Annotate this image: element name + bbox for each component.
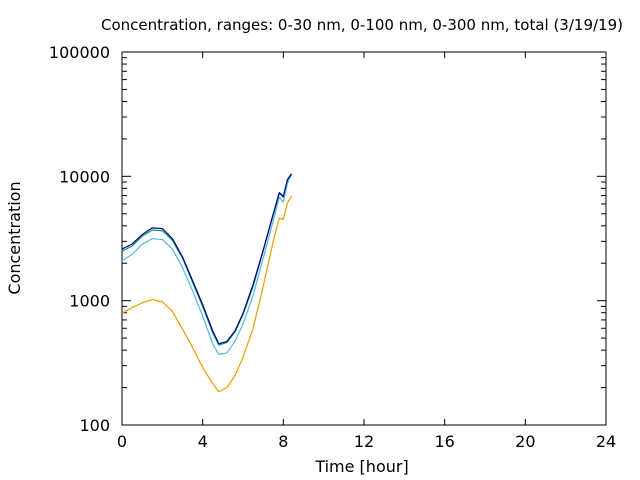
y-tick-label: 100000 bbox=[49, 43, 110, 62]
y-axis-label: Concentration bbox=[5, 181, 24, 294]
x-tick-label: 0 bbox=[117, 432, 127, 451]
x-tick-label: 12 bbox=[354, 432, 374, 451]
plot-frame bbox=[121, 51, 607, 426]
x-tick-label: 24 bbox=[596, 432, 616, 451]
y-tick-label: 10000 bbox=[59, 167, 110, 186]
y-axis: 100 1000 10000 100000 bbox=[49, 43, 606, 435]
series-line-2 bbox=[121, 174, 292, 355]
x-axis: 0 4 8 12 16 20 24 bbox=[117, 52, 616, 451]
series-line-3 bbox=[121, 173, 292, 346]
y-tick-label: 1000 bbox=[69, 292, 110, 311]
series-line-1 bbox=[121, 196, 292, 393]
y-tick-label: 100 bbox=[79, 416, 110, 435]
x-axis-label: Time [hour] bbox=[314, 457, 408, 476]
x-tick-label: 20 bbox=[515, 432, 535, 451]
series-line-4 bbox=[121, 173, 292, 345]
x-tick-label: 8 bbox=[278, 432, 288, 451]
series-layer bbox=[121, 173, 292, 393]
chart-title: Concentration, ranges: 0-30 nm, 0-100 nm… bbox=[101, 16, 623, 34]
x-tick-label: 16 bbox=[434, 432, 454, 451]
x-tick-label: 4 bbox=[198, 432, 208, 451]
